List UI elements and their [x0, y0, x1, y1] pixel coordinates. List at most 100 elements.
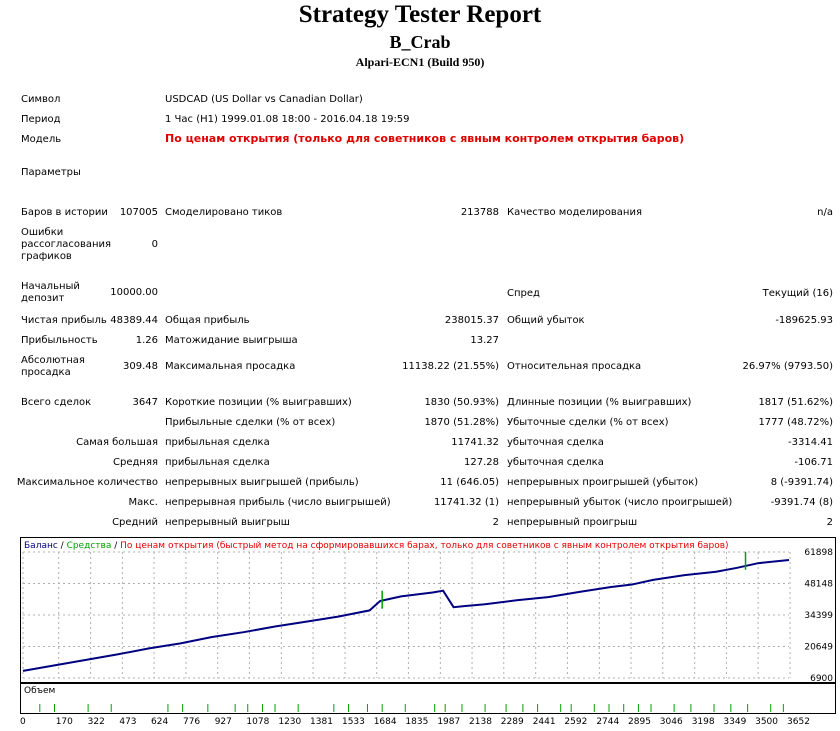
x-tick-label: 473 [119, 717, 137, 727]
legend-note: По ценам открытия (быстрый метод на сфор… [120, 541, 729, 551]
cons-wins-label: непрерывных выигрышей (прибыль) [165, 477, 359, 488]
profit-factor-value: 1.26 [135, 335, 158, 346]
bars-label: Баров в истории [21, 207, 108, 218]
max-count-label: Максимальное количество [16, 477, 158, 488]
profit-trades-value: 1870 (51.28%) [424, 417, 499, 428]
avg-cons-wins-value: 2 [492, 517, 499, 528]
x-tick-label: 0 [20, 717, 26, 727]
volume-label: Объем [24, 686, 56, 696]
ticks-label: Смоделировано тиков [165, 207, 283, 218]
x-tick-label: 1684 [373, 717, 397, 727]
symbol-label: Символ [21, 94, 61, 105]
volume-panel: Объем [20, 683, 836, 714]
cons-loss-value: -9391.74 (8) [770, 497, 833, 508]
cons-losses-value: 8 (-9391.74) [770, 477, 833, 488]
server-name: Alpari-ECN1 (Build 950) [355, 55, 485, 69]
errors-label: Ошибки рассогласования графиков [21, 227, 112, 262]
cons-profit-value: 11741.32 (1) [433, 497, 499, 508]
avg-cons-label: Средний [112, 517, 158, 528]
bars-value: 107005 [119, 207, 158, 218]
x-tick-label: 3652 [787, 717, 810, 727]
loss-trades-value: 1777 (48.72%) [758, 417, 833, 428]
legend-balance: Баланс [24, 541, 58, 551]
total-trades-label: Всего сделок [21, 397, 92, 408]
expert-name: B_Crab [389, 32, 451, 52]
x-tick-label: 2289 [500, 717, 524, 727]
abs-drawdown-label: Абсолютная просадка [21, 355, 85, 378]
x-tick-label: 170 [55, 717, 73, 727]
y-tick-label: 34399 [804, 611, 833, 621]
legend-equity: Средства [66, 541, 112, 551]
balance-chart-svg: 61898 48148 34399 20649 6900 [22, 548, 833, 682]
x-tick-label: 3349 [723, 717, 747, 727]
largest-label: Самая большая [76, 437, 158, 448]
x-tick-label: 322 [87, 717, 105, 727]
x-tick-label: 2441 [532, 717, 556, 727]
avg-profit-value: 127.28 [464, 457, 499, 468]
loss-trades-label: Убыточные сделки (% от всех) [507, 417, 669, 428]
volume-chart-svg [39, 704, 784, 712]
y-tick-label: 61898 [804, 548, 833, 558]
legend-sep-1: / [57, 541, 67, 551]
x-tick-label: 3500 [755, 717, 779, 727]
period-value: 1 Час (H1) 1999.01.08 18:00 - 2016.04.18… [165, 114, 410, 125]
total-trades-value: 3647 [132, 397, 158, 408]
cons-loss-label: непрерывный убыток (число проигрышей) [507, 497, 733, 508]
short-positions-label: Короткие позиции (% выигравших) [165, 397, 352, 408]
average-label: Средняя [113, 457, 158, 468]
y-tick-label: 20649 [804, 643, 833, 653]
deposit-value: 10000.00 [110, 287, 158, 298]
short-positions-value: 1830 (50.93%) [424, 397, 499, 408]
profit-factor-label: Прибыльность [21, 335, 98, 346]
x-tick-label: 1987 [437, 717, 461, 727]
legend-sep-2: / [111, 541, 121, 551]
avg-cons-losses-label: непрерывный проигрыш [507, 517, 638, 528]
quality-value: n/a [817, 207, 833, 218]
net-profit-value: 48389.44 [110, 315, 158, 326]
balance-chart: 61898 48148 34399 20649 6900 Баланс / Средст… [20, 537, 836, 683]
x-tick-label: 927 [214, 717, 232, 727]
period-label: Период [21, 114, 61, 125]
y-tick-label: 48148 [804, 580, 833, 590]
abs-drawdown-value: 309.48 [123, 361, 158, 372]
quality-label: Качество моделирования [507, 207, 642, 218]
x-tick-label: 1533 [341, 717, 365, 727]
x-tick-label: 1230 [278, 717, 302, 727]
profit-trades-label: Прибыльные сделки (% от всех) [165, 417, 336, 428]
avg-cons-wins-label: непрерывный выигрыш [165, 517, 290, 528]
x-tick-label: 3046 [659, 717, 683, 727]
x-tick-label: 2592 [564, 717, 588, 727]
cons-wins-value: 11 (646.05) [440, 477, 499, 488]
rel-drawdown-label: Относительная просадка [507, 361, 642, 372]
avg-loss-value: -106.71 [794, 457, 833, 468]
x-tick-label: 3198 [691, 717, 715, 727]
report-title: Strategy Tester Report [298, 1, 542, 28]
largest-loss-value: -3314.41 [788, 437, 833, 448]
largest-profit-value: 11741.32 [451, 437, 499, 448]
x-tick-label: 776 [182, 717, 201, 727]
x-tick-label: 1078 [246, 717, 270, 727]
avg-loss-label: убыточная сделка [507, 457, 604, 468]
cons-losses-label: непрерывных проигрышей (убыток) [507, 477, 699, 488]
x-tick-label: 2744 [596, 717, 620, 727]
symbol-value: USDCAD (US Dollar vs Canadian Dollar) [165, 94, 363, 105]
model-value: По ценам открытия (только для советников… [165, 132, 685, 145]
spread-label: Спред [507, 288, 540, 299]
x-tick-label: 1835 [405, 717, 429, 727]
avg-profit-label: прибыльная сделка [165, 457, 270, 468]
deposit-label: Начальный депозит [21, 281, 80, 304]
net-profit-label: Чистая прибыль [21, 315, 107, 326]
ticks-value: 213788 [460, 207, 499, 218]
x-tick-label: 624 [151, 717, 169, 727]
long-positions-label: Длинные позиции (% выигравших) [507, 397, 692, 408]
errors-value: 0 [151, 239, 158, 250]
max-label: Макс. [128, 497, 158, 508]
largest-loss-label: убыточная сделка [507, 437, 604, 448]
gross-profit-label: Общая прибыль [165, 315, 250, 326]
x-tick-label: 2138 [469, 717, 492, 727]
payoff-label: Матожидание выигрыша [165, 335, 298, 346]
x-tick-label: 1381 [310, 717, 333, 727]
largest-profit-label: прибыльная сделка [165, 437, 270, 448]
avg-cons-losses-value: 2 [826, 517, 833, 528]
model-label: Модель [21, 134, 62, 145]
